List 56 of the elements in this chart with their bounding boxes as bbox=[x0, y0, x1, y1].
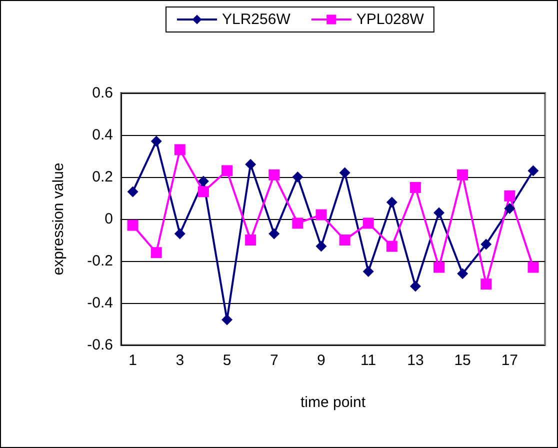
point bbox=[386, 240, 398, 252]
point bbox=[222, 314, 232, 326]
point bbox=[434, 207, 444, 218]
point bbox=[198, 176, 209, 187]
y-tick-label: 0.4 bbox=[92, 126, 113, 144]
point bbox=[174, 144, 186, 156]
point bbox=[339, 167, 350, 178]
x-tick-label: 5 bbox=[222, 352, 232, 369]
y-tick-label: -0.2 bbox=[87, 252, 113, 270]
point bbox=[480, 238, 492, 250]
x-tick-label: 15 bbox=[454, 352, 471, 369]
y-tick-label: 0.6 bbox=[92, 84, 113, 102]
x-tick-label: 13 bbox=[407, 352, 424, 369]
point bbox=[434, 262, 444, 273]
point bbox=[386, 196, 398, 208]
point bbox=[504, 203, 516, 214]
point bbox=[457, 268, 468, 280]
point bbox=[174, 228, 186, 240]
point bbox=[245, 158, 256, 170]
legend-label: YLR256W bbox=[222, 11, 292, 28]
point bbox=[268, 228, 280, 240]
x-tick-label: 7 bbox=[270, 352, 278, 369]
point bbox=[127, 220, 138, 231]
point bbox=[222, 165, 232, 176]
point bbox=[198, 186, 209, 198]
x-tick-label: 9 bbox=[317, 352, 326, 369]
point bbox=[410, 182, 421, 193]
point bbox=[316, 240, 327, 252]
point bbox=[504, 190, 516, 202]
point bbox=[292, 218, 304, 229]
x-tick-label: 17 bbox=[501, 352, 518, 369]
point bbox=[127, 186, 138, 198]
point bbox=[339, 234, 350, 246]
point bbox=[292, 172, 304, 182]
point bbox=[457, 169, 468, 180]
x-tick-label: 1 bbox=[128, 352, 137, 369]
y-tick-label: -0.4 bbox=[87, 294, 113, 312]
legend-label: YPL028W bbox=[356, 11, 425, 28]
point bbox=[362, 266, 374, 277]
point bbox=[528, 262, 539, 273]
point bbox=[410, 280, 421, 292]
point bbox=[150, 247, 162, 258]
point bbox=[362, 218, 374, 229]
y-tick-label: -0.6 bbox=[87, 336, 113, 354]
x-tick-label: 11 bbox=[360, 352, 376, 369]
point bbox=[480, 278, 492, 290]
point bbox=[316, 209, 327, 220]
x-tick-label: 3 bbox=[176, 352, 184, 369]
point bbox=[150, 136, 162, 147]
x-axis-title: time point bbox=[300, 394, 366, 411]
y-tick-label: 0 bbox=[104, 210, 113, 228]
point bbox=[245, 234, 256, 246]
y-tick-label: 0.2 bbox=[92, 168, 113, 186]
point bbox=[528, 165, 539, 176]
point bbox=[268, 169, 280, 180]
y-axis-title: expression value bbox=[50, 162, 67, 276]
